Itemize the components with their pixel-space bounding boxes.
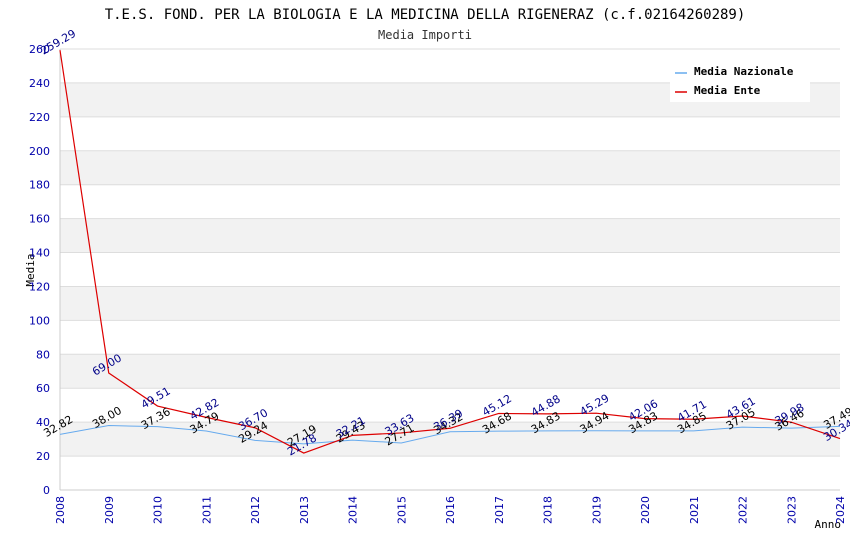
y-tick-label: 120 bbox=[29, 280, 50, 293]
legend-label-media-nazionale: Media Nazionale bbox=[694, 65, 794, 78]
plot-band bbox=[60, 218, 840, 253]
chart-title: T.E.S. FOND. PER LA BIOLOGIA E LA MEDICI… bbox=[105, 7, 746, 23]
y-tick-label: 200 bbox=[29, 145, 50, 158]
x-tick-label: 2024 bbox=[834, 496, 847, 524]
plot-band bbox=[60, 116, 840, 151]
x-tick-labels: 2008 2009 2010 2011 2012 2013 2014 2015 2016 2017… bbox=[54, 496, 847, 524]
x-tick-label: 2022 bbox=[737, 496, 750, 524]
x-tick-label: 2008 bbox=[54, 496, 67, 524]
x-tick-label: 2014 bbox=[347, 496, 360, 524]
x-tick-label: 2009 bbox=[103, 496, 116, 524]
x-tick-label: 2010 bbox=[152, 496, 165, 524]
gridlines bbox=[60, 48, 840, 491]
plot-band bbox=[60, 320, 840, 355]
y-tick-label: 140 bbox=[29, 247, 50, 260]
plot-band bbox=[60, 184, 840, 219]
series-line-media-nazionale bbox=[59, 425, 841, 445]
y-tick-label: 220 bbox=[29, 111, 50, 124]
y-tick-label: 80 bbox=[36, 348, 50, 361]
legend-label-media-ente: Media Ente bbox=[694, 84, 761, 97]
series-lines bbox=[59, 50, 841, 454]
y-tick-label: 100 bbox=[29, 314, 50, 327]
x-tick-label: 2012 bbox=[249, 496, 262, 524]
plot-band bbox=[60, 286, 840, 321]
x-tick-label: 2013 bbox=[298, 496, 311, 524]
plot-band bbox=[60, 456, 840, 490]
x-tick-label: 2023 bbox=[785, 496, 798, 524]
x-tick-label: 2015 bbox=[395, 496, 408, 524]
legend-box bbox=[670, 60, 810, 102]
plot-band bbox=[60, 388, 840, 423]
x-tick-label: 2021 bbox=[688, 496, 701, 524]
y-tick-label: 240 bbox=[29, 77, 50, 90]
x-axis-label: Anno bbox=[815, 518, 842, 531]
y-tick-label: 60 bbox=[36, 382, 50, 395]
y-tick-label: 260 bbox=[29, 43, 50, 56]
y-axis-label: Media bbox=[24, 253, 37, 286]
legend: Media Nazionale Media Ente bbox=[670, 60, 810, 102]
x-tick-label: 2020 bbox=[639, 496, 652, 524]
plot-band bbox=[60, 354, 840, 389]
x-tick-label: 2016 bbox=[444, 496, 457, 524]
y-tick-labels: 0 20 40 60 80 100 120 140 160 180 200 220 240 260 bbox=[29, 43, 50, 497]
x-tick-label: 2019 bbox=[590, 496, 603, 524]
series-line-media-ente bbox=[59, 50, 841, 454]
y-tick-label: 0 bbox=[43, 484, 50, 497]
y-tick-label: 160 bbox=[29, 213, 50, 226]
plot-band bbox=[60, 150, 840, 185]
x-tick-label: 2018 bbox=[542, 496, 555, 524]
plot-band bbox=[60, 252, 840, 287]
y-tick-label: 40 bbox=[36, 416, 50, 429]
x-tick-label: 2011 bbox=[200, 496, 213, 524]
y-tick-label: 180 bbox=[29, 179, 50, 192]
chart-subtitle: Media Importi bbox=[378, 28, 472, 42]
y-tick-label: 20 bbox=[36, 450, 50, 463]
x-tick-label: 2017 bbox=[493, 496, 506, 524]
